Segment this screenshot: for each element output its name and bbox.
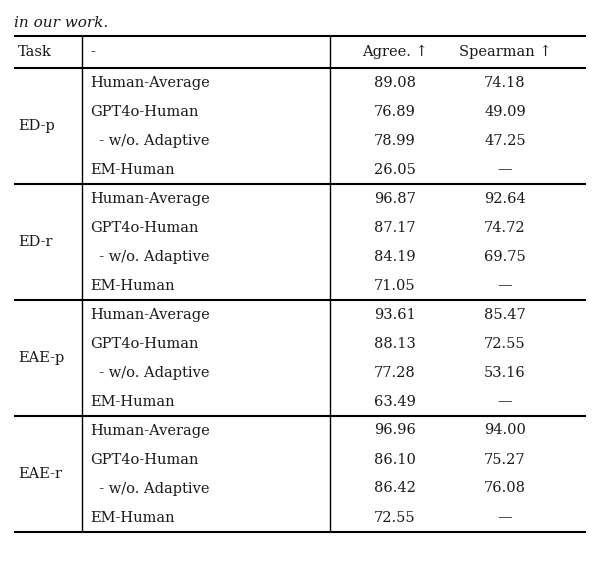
Text: in our work.: in our work.: [14, 16, 108, 30]
Text: ED-p: ED-p: [18, 119, 55, 133]
Text: Human-Average: Human-Average: [90, 423, 210, 437]
Text: 71.05: 71.05: [374, 279, 416, 292]
Text: 93.61: 93.61: [374, 308, 416, 322]
Text: - w/o. Adaptive: - w/o. Adaptive: [90, 366, 209, 379]
Text: 78.99: 78.99: [374, 133, 416, 148]
Text: 74.72: 74.72: [484, 220, 526, 235]
Text: EAE-p: EAE-p: [18, 351, 64, 365]
Text: —: —: [497, 279, 512, 292]
Text: Agree. ↑: Agree. ↑: [362, 45, 428, 59]
Text: Human-Average: Human-Average: [90, 192, 210, 205]
Text: Spearman ↑: Spearman ↑: [458, 45, 551, 59]
Text: 49.09: 49.09: [484, 105, 526, 119]
Text: GPT4o-Human: GPT4o-Human: [90, 220, 199, 235]
Text: 94.00: 94.00: [484, 423, 526, 437]
Text: -: -: [90, 45, 95, 59]
Text: Human-Average: Human-Average: [90, 308, 210, 322]
Text: 69.75: 69.75: [484, 249, 526, 263]
Text: Task: Task: [18, 45, 52, 59]
Text: GPT4o-Human: GPT4o-Human: [90, 105, 199, 119]
Text: 84.19: 84.19: [374, 249, 416, 263]
Text: 87.17: 87.17: [374, 220, 416, 235]
Text: 47.25: 47.25: [484, 133, 526, 148]
Text: 85.47: 85.47: [484, 308, 526, 322]
Text: 53.16: 53.16: [484, 366, 526, 379]
Text: 72.55: 72.55: [374, 510, 416, 524]
Text: GPT4o-Human: GPT4o-Human: [90, 453, 199, 466]
Text: - w/o. Adaptive: - w/o. Adaptive: [90, 482, 209, 496]
Text: 86.42: 86.42: [374, 482, 416, 496]
Text: 74.18: 74.18: [484, 75, 526, 89]
Text: 76.08: 76.08: [484, 482, 526, 496]
Text: 76.89: 76.89: [374, 105, 416, 119]
Text: —: —: [497, 510, 512, 524]
Text: 89.08: 89.08: [374, 75, 416, 89]
Text: ED-r: ED-r: [18, 235, 53, 249]
Text: EAE-r: EAE-r: [18, 467, 62, 481]
Text: 72.55: 72.55: [484, 336, 526, 350]
Text: GPT4o-Human: GPT4o-Human: [90, 336, 199, 350]
Text: 92.64: 92.64: [484, 192, 526, 205]
Text: 77.28: 77.28: [374, 366, 416, 379]
Text: 96.96: 96.96: [374, 423, 416, 437]
Text: 96.87: 96.87: [374, 192, 416, 205]
Text: EM-Human: EM-Human: [90, 510, 175, 524]
Text: EM-Human: EM-Human: [90, 279, 175, 292]
Text: —: —: [497, 395, 512, 409]
Text: Human-Average: Human-Average: [90, 75, 210, 89]
Text: 86.10: 86.10: [374, 453, 416, 466]
Text: EM-Human: EM-Human: [90, 162, 175, 176]
Text: 88.13: 88.13: [374, 336, 416, 350]
Text: - w/o. Adaptive: - w/o. Adaptive: [90, 249, 209, 263]
Text: - w/o. Adaptive: - w/o. Adaptive: [90, 133, 209, 148]
Text: 26.05: 26.05: [374, 162, 416, 176]
Text: EM-Human: EM-Human: [90, 395, 175, 409]
Text: 63.49: 63.49: [374, 395, 416, 409]
Text: —: —: [497, 162, 512, 176]
Text: 75.27: 75.27: [484, 453, 526, 466]
